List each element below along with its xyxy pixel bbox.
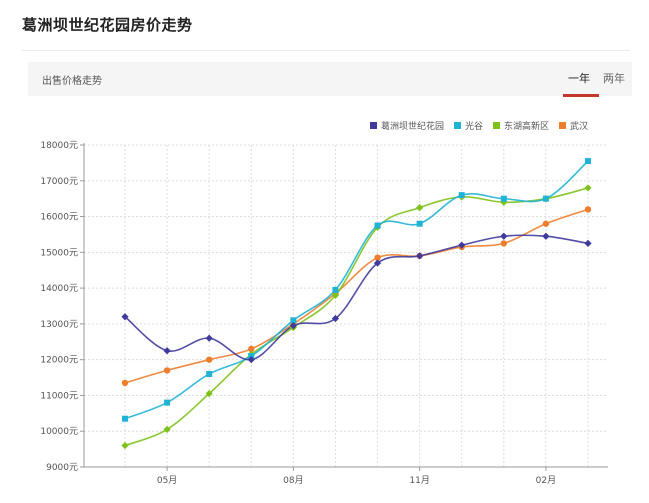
tab-two-years[interactable]: 两年 (603, 72, 625, 85)
legend-label-guanggu: 光谷 (465, 121, 484, 132)
active-tab-indicator (563, 94, 599, 97)
data-point-0 (289, 322, 297, 330)
y-tick-label: 11000元 (40, 391, 78, 401)
y-tick-label: 12000元 (40, 356, 78, 366)
data-point-0 (163, 347, 171, 355)
y-tick-label: 13000元 (40, 320, 78, 330)
data-point-0 (331, 314, 340, 323)
y-tick-label: 16000元 (40, 213, 78, 223)
data-point-0 (121, 313, 129, 321)
data-point-3 (584, 206, 592, 213)
x-tick-label: 11月 (409, 475, 429, 486)
y-tick-label: 15000元 (40, 248, 78, 258)
legend-swatch-wuhan (559, 121, 567, 129)
legend-swatch-guanggu (454, 121, 462, 129)
panel-header: 出售价格走势 一年 两年 (28, 62, 632, 97)
data-point-1 (416, 220, 423, 227)
price-trend-panel: 出售价格走势 一年 两年 (28, 62, 632, 498)
data-point-0 (416, 252, 424, 260)
y-tick-label: 17000元 (40, 177, 78, 187)
series-line-2 (124, 187, 589, 447)
data-point-3 (542, 220, 550, 227)
data-point-1 (164, 399, 171, 406)
legend-swatch-gezhouba (370, 121, 377, 129)
y-tick-label: 18000元 (40, 141, 78, 151)
panel-label: 出售价格走势 (42, 76, 102, 87)
x-tick-label: 08月 (283, 475, 303, 486)
legend-label-donghu: 东湖高新区 (504, 121, 550, 132)
data-point-2 (205, 390, 213, 398)
legend-item-wuhan[interactable]: 武汉 (559, 118, 588, 132)
chart-legend: 葛洲坝世纪花园 光谷 东湖高新区 武汉 (370, 118, 588, 132)
data-point-2 (163, 425, 171, 434)
data-point-2 (584, 184, 592, 192)
data-point-1 (585, 158, 591, 165)
data-point-3 (374, 254, 381, 261)
data-point-1 (458, 192, 465, 199)
data-point-0 (584, 239, 592, 247)
data-point-1 (542, 195, 549, 202)
legend-label-gezhouba: 葛洲坝世纪花园 (381, 121, 445, 132)
series-line-0 (124, 234, 589, 361)
legend-item-gezhouba[interactable]: 葛洲坝世纪花园 (370, 118, 444, 132)
data-point-3 (121, 379, 129, 387)
data-point-1 (500, 195, 507, 202)
data-point-0 (373, 259, 382, 267)
data-point-1 (332, 286, 339, 293)
data-point-1 (290, 317, 297, 324)
data-point-0 (205, 334, 213, 342)
data-point-3 (205, 356, 213, 363)
data-point-1 (122, 415, 128, 422)
x-tick-label: 02月 (536, 475, 556, 486)
data-point-0 (247, 356, 255, 364)
data-point-0 (458, 241, 466, 249)
x-tick-label: 05月 (157, 475, 177, 486)
data-point-2 (121, 441, 129, 450)
y-tick-label: 9000元 (46, 463, 78, 473)
legend-item-donghu[interactable]: 东湖高新区 (493, 118, 549, 132)
legend-label-wuhan: 武汉 (570, 121, 589, 132)
data-point-3 (163, 367, 171, 374)
data-point-0 (542, 232, 550, 240)
tab-one-year[interactable]: 一年 (568, 72, 590, 85)
legend-item-guanggu[interactable]: 光谷 (454, 118, 483, 132)
series-line-3 (124, 208, 589, 384)
data-point-3 (248, 345, 255, 353)
data-point-3 (500, 240, 508, 247)
y-tick-label: 14000元 (40, 284, 78, 294)
title-divider (22, 50, 630, 51)
data-point-0 (500, 232, 508, 240)
data-point-1 (206, 370, 213, 377)
legend-swatch-donghu (493, 121, 501, 129)
data-point-2 (416, 204, 424, 212)
data-point-1 (374, 222, 381, 229)
page-title: 葛洲坝世纪花园房价走势 (22, 16, 193, 34)
y-tick-label: 10000元 (40, 427, 78, 437)
data-point-2 (331, 291, 340, 299)
